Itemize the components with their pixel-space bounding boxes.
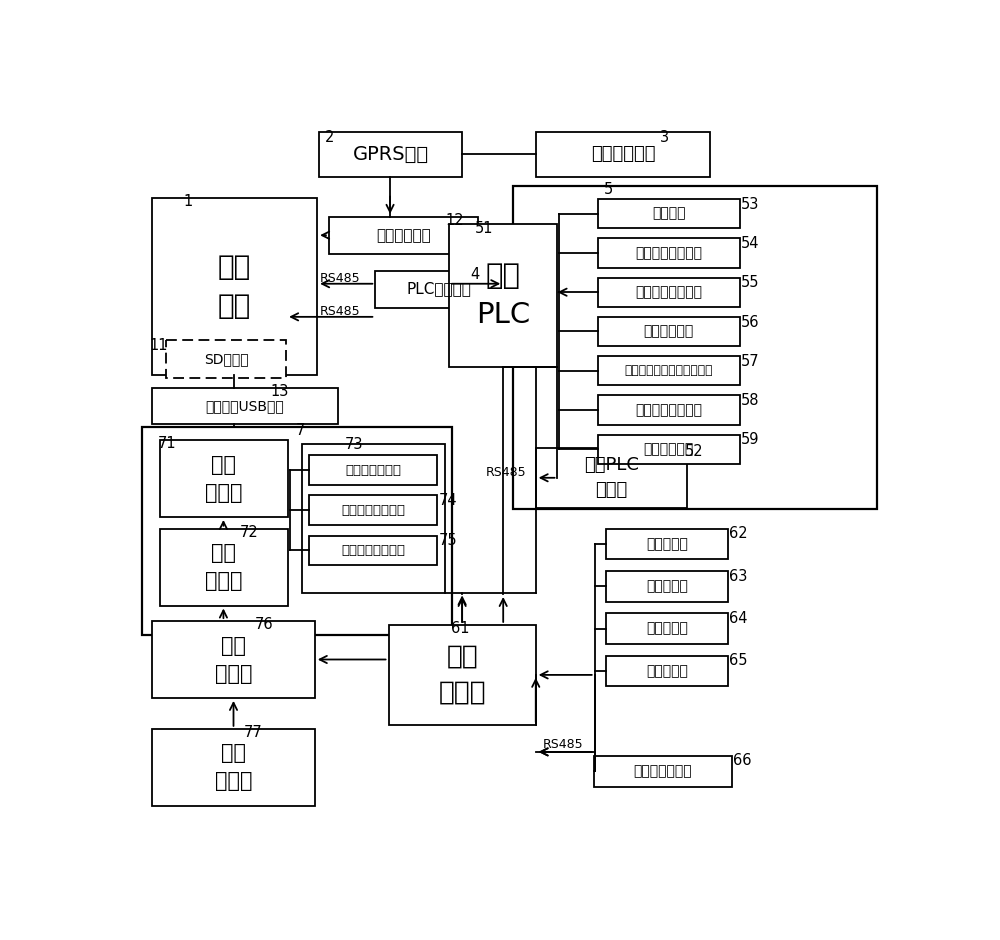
Text: RS485: RS485 (486, 466, 526, 478)
Text: 1: 1 (183, 195, 192, 210)
Text: 吊点高清摄像头: 吊点高清摄像头 (345, 463, 401, 477)
Bar (606, 528, 728, 559)
Text: 3: 3 (660, 130, 669, 145)
Text: 风速传感器: 风速传感器 (646, 664, 688, 678)
Text: 54: 54 (741, 236, 760, 251)
Text: 回转限位信号: 回转限位信号 (644, 443, 694, 456)
Text: 变焦
摄像机: 变焦 摄像机 (215, 744, 252, 791)
Bar (598, 356, 740, 385)
Bar (375, 271, 503, 307)
Bar (598, 396, 740, 425)
Text: 74: 74 (439, 494, 458, 509)
Text: 66: 66 (733, 754, 752, 768)
Bar (598, 434, 740, 464)
Text: 51: 51 (475, 221, 494, 236)
Text: 警报急停开关状态: 警报急停开关状态 (635, 285, 702, 299)
Text: 11: 11 (150, 338, 168, 353)
Bar (606, 613, 728, 644)
Text: 变幅卷扬机摄像头: 变幅卷扬机摄像头 (341, 543, 405, 556)
Bar (536, 447, 687, 508)
Text: 53: 53 (741, 196, 760, 212)
Text: RS485: RS485 (320, 305, 361, 318)
Bar (319, 132, 462, 177)
Text: 75: 75 (439, 533, 458, 548)
Text: 13: 13 (271, 384, 289, 399)
Bar (142, 427, 452, 634)
Bar (160, 440, 288, 517)
Text: 77: 77 (244, 725, 262, 740)
Text: 起升高度下降深度限位信号: 起升高度下降深度限位信号 (624, 364, 713, 377)
Text: PLC通讯模块: PLC通讯模块 (407, 282, 472, 297)
Bar (536, 132, 710, 177)
Text: 12: 12 (445, 212, 464, 227)
Bar (449, 225, 557, 367)
Bar (606, 656, 728, 686)
Text: 高度传感器: 高度传感器 (646, 579, 688, 593)
Text: 变幅限位开关信号: 变幅限位开关信号 (635, 403, 702, 417)
Text: 塔机
PLC: 塔机 PLC (476, 262, 530, 329)
Text: 力矩
限制器: 力矩 限制器 (438, 644, 486, 706)
Bar (598, 317, 740, 346)
Text: 主钩卷扬机摄像头: 主钩卷扬机摄像头 (341, 504, 405, 517)
Text: 58: 58 (741, 393, 760, 408)
Bar (388, 625, 536, 725)
Text: 视频
跟拍器: 视频 跟拍器 (215, 635, 252, 683)
Bar (598, 277, 740, 306)
Bar (512, 186, 877, 509)
Text: 76: 76 (255, 618, 274, 633)
Text: 操作指令: 操作指令 (652, 207, 685, 221)
Text: 57: 57 (741, 353, 760, 368)
Text: 远程通讯接口: 远程通讯接口 (376, 227, 431, 243)
Text: 远程监控中心: 远程监控中心 (591, 146, 655, 164)
Text: 55: 55 (741, 275, 760, 290)
Text: RS485: RS485 (320, 272, 361, 285)
Text: 2: 2 (325, 130, 334, 145)
Text: 61: 61 (450, 621, 469, 636)
Bar (160, 528, 288, 605)
Text: 重量传感器: 重量传感器 (646, 537, 688, 551)
Text: 紧急制动状态: 紧急制动状态 (644, 324, 694, 338)
Text: SD存储卡: SD存储卡 (204, 352, 248, 367)
Text: 硬盘
录像机: 硬盘 录像机 (205, 543, 243, 591)
Text: 56: 56 (741, 315, 760, 330)
Bar (152, 728, 315, 806)
Text: 视频
监视器: 视频 监视器 (205, 455, 243, 503)
Bar (329, 217, 478, 254)
Bar (152, 621, 315, 698)
Text: 72: 72 (240, 525, 258, 540)
Bar (598, 199, 740, 228)
Text: 7: 7 (296, 423, 305, 438)
Text: 塔机PLC
触摸屏: 塔机PLC 触摸屏 (584, 456, 639, 499)
Text: 71: 71 (158, 436, 176, 451)
Text: 角度传感器: 角度传感器 (646, 621, 688, 635)
Text: 65: 65 (730, 653, 748, 668)
Bar (598, 239, 740, 268)
Text: 4: 4 (470, 267, 479, 282)
Text: RS485: RS485 (543, 738, 583, 751)
Text: 62: 62 (730, 526, 748, 541)
Text: 52: 52 (685, 444, 703, 459)
Text: 回转方位传感器: 回转方位传感器 (634, 764, 692, 778)
Bar (166, 340, 286, 379)
Text: 数据导出USB接口: 数据导出USB接口 (206, 400, 285, 414)
Text: 监控
主机: 监控 主机 (218, 253, 251, 320)
Bar (309, 456, 437, 485)
Bar (606, 571, 728, 602)
Text: 门限位及连锁状态: 门限位及连锁状态 (635, 246, 702, 260)
Bar (152, 388, 338, 424)
Bar (152, 197, 317, 375)
Text: 73: 73 (344, 437, 363, 452)
Bar (309, 495, 437, 525)
Text: 59: 59 (741, 432, 760, 447)
Text: 64: 64 (730, 611, 748, 626)
Bar (302, 444, 445, 592)
Text: GPRS模块: GPRS模块 (352, 145, 428, 164)
Bar (594, 756, 732, 787)
Text: 63: 63 (730, 569, 748, 584)
Bar (309, 536, 437, 565)
Text: 5: 5 (604, 182, 613, 197)
